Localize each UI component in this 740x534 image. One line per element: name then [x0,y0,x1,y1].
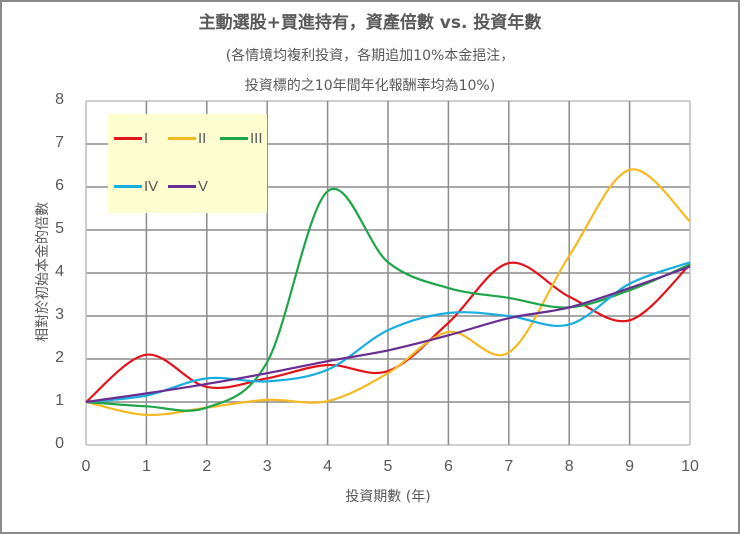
legend-swatch-V [168,184,196,188]
y-tick-label: 6 [55,177,64,194]
legend-label-III: III [250,129,263,147]
y-tick-label: 8 [55,91,64,108]
y-tick-label: 2 [55,349,64,366]
chart-subtitle-line1: (各情境均複利投資，各期追加10%本金挹注， [225,48,515,64]
x-tick-label: 5 [383,458,393,475]
legend-label-II: II [198,129,207,147]
legend-label-I: I [144,129,149,147]
x-tick-label: 10 [681,458,699,475]
series-line-V [85,265,691,404]
legend-item-I: I [114,128,148,148]
x-tick-label: 9 [625,458,635,475]
y-axis-label: 相對於初始本金的倍數 [35,202,51,342]
x-tick-label: 7 [504,458,514,475]
legend-swatch-I [114,136,142,140]
y-tick-label: 1 [55,392,64,409]
legend-item-II: II [168,128,206,148]
y-tick-label: 0 [55,435,64,452]
y-tick-label: 4 [55,263,64,280]
y-tick-label: 7 [55,134,64,151]
x-tick-label: 0 [81,458,91,475]
x-tick-label: 6 [443,458,453,475]
x-tick-label: 1 [141,458,151,475]
gridlines [85,100,691,446]
legend-label-IV: IV [144,177,159,195]
legend-label-V: V [198,177,209,195]
x-tick-label: 2 [202,458,212,475]
legend-swatch-III [220,136,248,140]
legend-item-IV: IV [114,176,158,196]
chart-title: 主動選股+買進持有，資產倍數 vs. 投資年數 [198,13,542,33]
x-tick-label: 4 [323,458,333,475]
y-tick-label: 5 [55,220,64,237]
series-line-IV [85,261,691,404]
x-axis-label: 投資期數 (年) [345,489,431,505]
series-lines [85,168,691,417]
legend-swatch-II [168,136,196,140]
legend: I II III IV V [108,114,267,213]
legend-item-V: V [168,176,208,196]
x-tick-label: 3 [262,458,272,475]
y-tick-label: 3 [55,306,64,323]
legend-swatch-IV [114,184,142,188]
x-tick-label: 8 [564,458,574,475]
series-line-III [85,187,691,412]
chart-subtitle-line2: 投資標的之10年間年化報酬率均為10%) [244,78,496,94]
legend-item-III: III [220,128,263,148]
